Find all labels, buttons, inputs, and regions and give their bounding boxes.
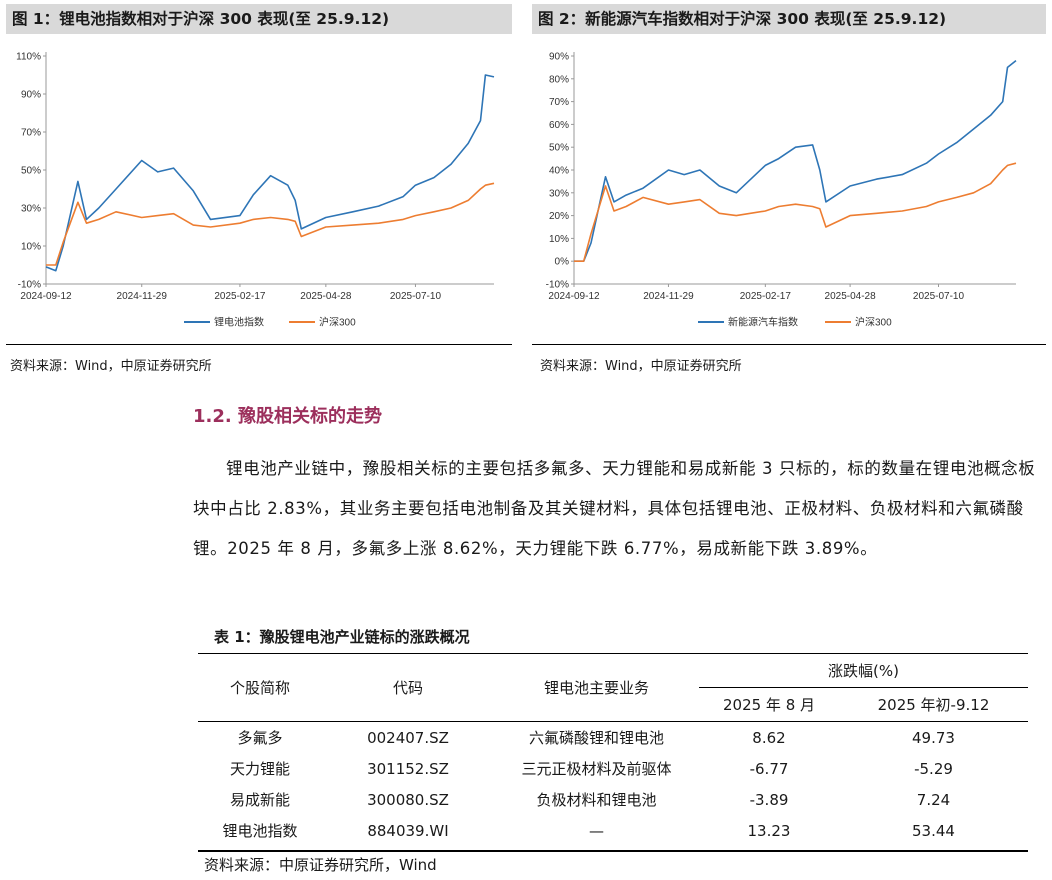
figure2-chart: 90% 80% 70% 60% 50% 40% 30% 20% 10% 0% -10% 2024-09… <box>532 38 1046 340</box>
y-tick-label: 20% <box>549 211 569 222</box>
table-title: 表 1：豫股锂电池产业链标的涨跌概况 <box>214 628 470 646</box>
y-tick-label: 30% <box>549 188 569 199</box>
table-cell-name: 锂电池指数 <box>222 822 298 840</box>
figure1-source: 资料来源：Wind，中原证券研究所 <box>10 359 212 374</box>
table-cell-aug: 8.62 <box>752 728 786 747</box>
table-cell-aug: -3.89 <box>749 790 789 809</box>
table-body: 多氟多 002407.SZ 六氟磷酸锂和锂电池 8.62 49.73 天力锂能 301152… <box>198 722 1028 847</box>
table-cell-name: 天力锂能 <box>229 760 290 778</box>
header-ytd: 2025 年初-9.12 <box>839 687 1028 722</box>
y-tick-label: 90% <box>549 52 569 63</box>
x-tick-label: 2024-09-12 <box>20 291 72 302</box>
y-tick-label: 60% <box>549 120 569 131</box>
y-tick-label: 10% <box>21 242 41 253</box>
table-cell-code: 002407.SZ <box>367 728 449 747</box>
legend-label-1: 沪深300 <box>319 316 356 329</box>
figure1-bottom-rule <box>6 344 512 345</box>
figure1-title: 图 1：锂电池指数相对于沪深 300 表现(至 25.9.12) <box>6 4 512 34</box>
table-source: 资料来源：中原证券研究所，Wind <box>204 856 437 874</box>
y-tick-label: -10% <box>546 280 569 291</box>
table-cell-business: 三元正极材料及前驱体 <box>521 760 672 778</box>
series-line-1 <box>574 162 1017 262</box>
x-tick-label: 2025-04-28 <box>300 291 352 302</box>
x-tick-label: 2025-07-10 <box>390 291 442 302</box>
x-tick-label: 2025-04-28 <box>825 291 877 302</box>
table-cell-business: 负极材料和锂电池 <box>536 791 657 809</box>
figure1-chart-svg: 110% 90% 70% 50% 30% 10% -10%2024-09-12 2024-11… <box>16 52 495 329</box>
table-cell-code: 884039.WI <box>367 821 449 840</box>
header-business: 锂电池主要业务 <box>494 653 699 722</box>
table-cell-aug: -6.77 <box>749 759 789 778</box>
table-cell-code: 300080.SZ <box>367 790 449 809</box>
x-tick-label: 2024-11-29 <box>117 291 168 302</box>
table-row: 天力锂能 301152.SZ 三元正极材料及前驱体 -6.77 -5.29 <box>198 753 1028 784</box>
x-tick-label: 2024-11-29 <box>643 291 694 302</box>
table-row: 锂电池指数 884039.WI — 13.23 53.44 <box>198 815 1028 846</box>
figure1-chart: 110% 90% 70% 50% 30% 10% -10% 2024-09-12 2024-11… <box>6 38 512 340</box>
y-tick-label: 80% <box>549 74 569 85</box>
table-cell-business: 六氟磷酸锂和锂电池 <box>528 729 664 747</box>
y-tick-label: 50% <box>21 166 41 177</box>
x-tick-label: 2025-02-17 <box>214 291 266 302</box>
table-cell-business: — <box>589 821 604 840</box>
y-tick-label: 50% <box>549 143 569 154</box>
legend-label-1: 沪深300 <box>855 316 892 329</box>
legend-label-0: 锂电池指数 <box>214 316 264 329</box>
figure2-title: 图 2：新能源汽车指数相对于沪深 300 表现(至 25.9.12) <box>532 4 1046 34</box>
change-table: 个股简称 代码 锂电池主要业务 涨跌幅(%) 2025 年 8 月 2025 年… <box>198 653 1028 846</box>
table-cell-aug: 13.23 <box>747 821 791 840</box>
table-cell-ytd: 53.44 <box>912 821 955 840</box>
table-row: 易成新能 300080.SZ 负极材料和锂电池 -3.89 7.24 <box>198 784 1028 815</box>
y-tick-label: 30% <box>21 204 41 215</box>
header-code: 代码 <box>322 653 494 722</box>
x-tick-label: 2024-09-12 <box>548 291 600 302</box>
y-tick-label: 10% <box>549 234 569 245</box>
series-line-0 <box>574 59 1017 262</box>
y-tick-label: 40% <box>549 166 569 177</box>
header-change-group: 涨跌幅(%) <box>699 653 1028 688</box>
y-tick-label: 0% <box>555 257 570 268</box>
figure2-bottom-rule <box>532 344 1046 345</box>
y-tick-label: 110% <box>16 52 41 63</box>
section-heading: 1.2. 豫股相关标的走势 <box>193 406 382 427</box>
y-tick-label: 70% <box>21 128 41 139</box>
legend-label-0: 新能源汽车指数 <box>728 316 798 329</box>
series-line-0 <box>45 74 495 272</box>
table-cell-name: 多氟多 <box>237 729 283 747</box>
y-tick-label: 90% <box>21 90 41 101</box>
table-cell-ytd: 49.73 <box>912 728 955 747</box>
x-tick-label: 2025-02-17 <box>740 291 792 302</box>
header-name: 个股简称 <box>198 653 322 722</box>
figure2-source: 资料来源：Wind，中原证券研究所 <box>540 359 742 374</box>
series-line-1 <box>46 182 495 266</box>
table-cell-name: 易成新能 <box>229 791 290 809</box>
x-tick-label: 2025-07-10 <box>913 291 965 302</box>
y-tick-label: 70% <box>549 97 569 108</box>
section-paragraph: 锂电池产业链中，豫股相关标的主要包括多氟多、天力锂能和易成新能 3 只标的，标的… <box>193 459 1036 558</box>
figure2-chart-svg: 90% 80% 70% 60% 50% 40% 30% 20% 10% 0% -10%2024-09… <box>546 52 1017 329</box>
table-cell-ytd: 7.24 <box>916 790 951 809</box>
table-cell-code: 301152.SZ <box>367 759 449 778</box>
y-tick-label: -10% <box>18 280 41 291</box>
table-bottom-rule <box>198 850 1028 852</box>
header-aug: 2025 年 8 月 <box>699 687 839 722</box>
table-cell-ytd: -5.29 <box>914 759 953 778</box>
table-row: 多氟多 002407.SZ 六氟磷酸锂和锂电池 8.62 49.73 <box>198 722 1028 754</box>
